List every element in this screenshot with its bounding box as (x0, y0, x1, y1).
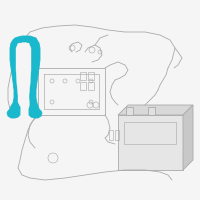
Polygon shape (10, 40, 20, 112)
Bar (124, 122, 176, 144)
Bar (115, 130, 119, 140)
Bar (80, 72, 86, 80)
Bar (148, 107, 155, 115)
Bar (88, 82, 94, 90)
Polygon shape (16, 43, 31, 107)
Polygon shape (7, 109, 20, 118)
Bar (88, 72, 94, 80)
Polygon shape (29, 109, 42, 118)
Polygon shape (118, 105, 193, 115)
Bar (80, 82, 86, 90)
Bar (109, 130, 113, 140)
Polygon shape (29, 39, 40, 112)
Bar (126, 107, 133, 115)
Polygon shape (183, 105, 193, 170)
Polygon shape (13, 36, 37, 43)
Bar (118, 115, 183, 170)
